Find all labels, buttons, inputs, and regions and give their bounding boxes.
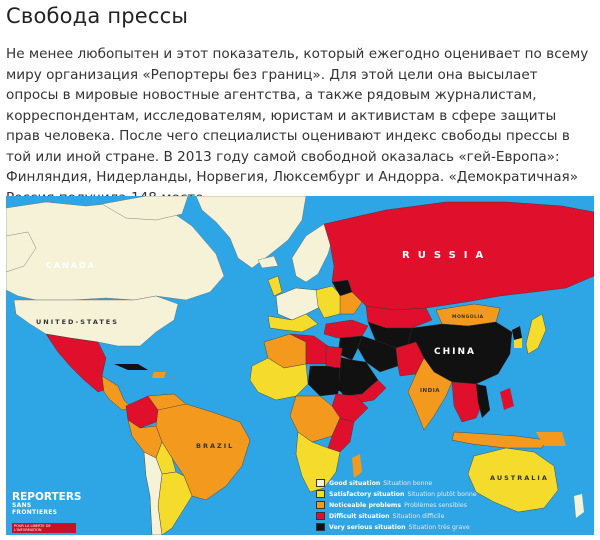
legend-label-fr: Situation plutôt bonne (407, 490, 477, 498)
rsf-logo: REPORTERS SANS FRONTIERES POUR LA LIBERT… (12, 491, 82, 535)
region-new-zealand (574, 494, 584, 518)
legend-swatch (316, 501, 325, 509)
label-russia: RUSSIA (402, 250, 491, 261)
legend-label: Difficult situation (329, 512, 390, 520)
world-map-svg: CANADA UNITED-STATES RUSSIA MONGOLIA CHI… (6, 196, 594, 535)
region-vietnam (476, 384, 490, 418)
legend-label-fr: Situation difficile (392, 512, 445, 520)
region-uk (267, 275, 283, 297)
region-madagascar (352, 454, 362, 478)
region-mexico (45, 333, 111, 393)
legend-label: Very serious situation (329, 523, 406, 531)
region-japan (525, 313, 547, 355)
legend-label-fr: Problèmes sensibles (404, 501, 467, 509)
legend-item-satisfactory: Satisfactory situation Situation plutôt b… (316, 489, 496, 499)
region-chile (143, 451, 163, 535)
label-china: CHINA (434, 347, 476, 357)
region-south-korea (514, 338, 522, 348)
label-australia: AUSTRALIA (490, 474, 549, 482)
region-ukraine (339, 291, 363, 315)
legend-item-difficult: Difficult situation Situation difficile (316, 511, 496, 521)
legend-label: Good situation (329, 479, 381, 487)
label-india: INDIA (420, 388, 440, 394)
region-central-america (101, 375, 133, 411)
legend-swatch (316, 479, 325, 487)
legend-item-good: Good situation Situation bonne (316, 478, 496, 488)
label-united-states: UNITED-STATES (36, 318, 119, 326)
region-alaska (6, 231, 37, 273)
label-canada: CANADA (46, 261, 96, 270)
label-brazil: BRAZIL (196, 442, 234, 450)
region-india (407, 357, 453, 431)
region-southern-europe (267, 313, 319, 333)
legend-item-very-serious: Very serious situation Situation très gra… (316, 522, 496, 532)
article-title: Свобода прессы (6, 4, 189, 28)
region-north-korea (512, 326, 522, 340)
press-freedom-map: CANADA UNITED-STATES RUSSIA MONGOLIA CHI… (6, 196, 594, 535)
region-eritrea (336, 380, 346, 392)
legend-swatch (316, 512, 325, 520)
label-mongolia: MONGOLIA (452, 314, 484, 320)
region-caribbean (152, 372, 166, 378)
legend-label-fr: Situation très grave (408, 523, 470, 531)
region-iceland (257, 255, 279, 269)
region-southern-africa (295, 431, 341, 493)
region-turkey (323, 319, 369, 339)
legend-label: Satisfactory situation (329, 490, 405, 498)
article-paragraph: Не менее любопытен и этот показатель, ко… (6, 46, 589, 206)
legend-label-fr: Situation bonne (383, 479, 433, 487)
region-united-states (13, 295, 179, 347)
region-canada (6, 201, 225, 301)
region-cuba (114, 364, 148, 370)
region-australia (467, 447, 559, 513)
rsf-logo-line1: REPORTERS (12, 491, 82, 503)
region-egypt (325, 345, 343, 369)
region-scandinavia (291, 223, 335, 283)
region-greenland (195, 196, 307, 269)
region-belarus (332, 280, 352, 296)
rsf-logo-line3: POUR LA LIBERTE DE L'INFORMATION (12, 523, 76, 533)
region-canada-islands (101, 196, 189, 221)
legend-swatch (316, 523, 325, 531)
region-papua (536, 432, 566, 446)
region-philippines (500, 388, 514, 410)
region-sudan (307, 365, 341, 397)
region-western-europe (275, 287, 323, 321)
legend-item-noticeable: Noticeable problems Problèmes sensibles (316, 500, 496, 510)
region-russia (323, 201, 594, 311)
rsf-logo-line2: SANS FRONTIERES (12, 502, 58, 516)
legend-label: Noticeable problems (329, 501, 402, 509)
region-indonesia (451, 431, 547, 449)
map-legend: Good situation Situation bonne Satisfacto… (316, 478, 496, 533)
region-iran (357, 335, 399, 373)
region-west-africa (249, 357, 309, 401)
legend-swatch (316, 490, 325, 498)
